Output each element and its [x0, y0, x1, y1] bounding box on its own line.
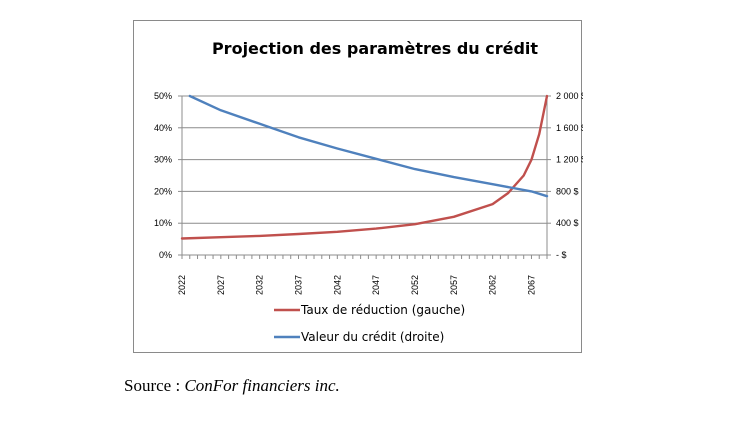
x-tick-label: 2047: [371, 275, 381, 295]
right-tick-label: 1 600 $: [556, 123, 583, 133]
legend-label: Taux de réduction (gauche): [300, 303, 465, 317]
x-tick-label: 2037: [293, 275, 303, 295]
series-layer: [180, 94, 549, 240]
x-tick-label: 2067: [526, 275, 536, 295]
series-line: [188, 94, 549, 198]
series-line: [180, 94, 549, 240]
left-tick-label: 50%: [154, 91, 172, 101]
x-tick-label: 2042: [332, 275, 342, 295]
chart-title: Projection des paramètres du crédit: [212, 39, 538, 58]
legend-label: Valeur du crédit (droite): [301, 330, 444, 344]
axis-layer: 0% - $ 10% 400 $ 20% 800 $ 30% 1 200 $ 40% 1 600 …: [154, 91, 583, 295]
source-note: Source : ConFor financiers inc.: [124, 376, 340, 396]
right-tick-label: 800 $: [556, 186, 579, 196]
right-tick-label: 400 $: [556, 218, 579, 228]
left-tick-label: 40%: [154, 123, 172, 133]
chart-frame: Projection des paramètres du crédit 0% - …: [133, 20, 583, 353]
x-tick-label: 2057: [449, 275, 459, 295]
left-tick-label: 0%: [159, 250, 172, 260]
right-tick-label: - $: [556, 250, 567, 260]
grid-layer: [182, 95, 547, 224]
x-tick-label: 2052: [410, 275, 420, 295]
x-tick-label: 2022: [177, 275, 187, 295]
left-tick-label: 30%: [154, 155, 172, 165]
x-tick-label: 2062: [488, 275, 498, 295]
source-name: ConFor financiers inc.: [184, 376, 340, 395]
x-tick-label: 2032: [255, 275, 265, 295]
source-prefix: Source :: [124, 376, 185, 395]
right-tick-label: 1 200 $: [556, 155, 583, 165]
x-tick-label: 2027: [216, 275, 226, 295]
legend: Taux de réduction (gauche) Valeur du créd…: [274, 303, 465, 344]
chart-svg: Projection des paramètres du crédit 0% - …: [154, 39, 583, 344]
right-tick-label: 2 000 $: [556, 91, 583, 101]
left-tick-label: 10%: [154, 218, 172, 228]
left-tick-label: 20%: [154, 186, 172, 196]
